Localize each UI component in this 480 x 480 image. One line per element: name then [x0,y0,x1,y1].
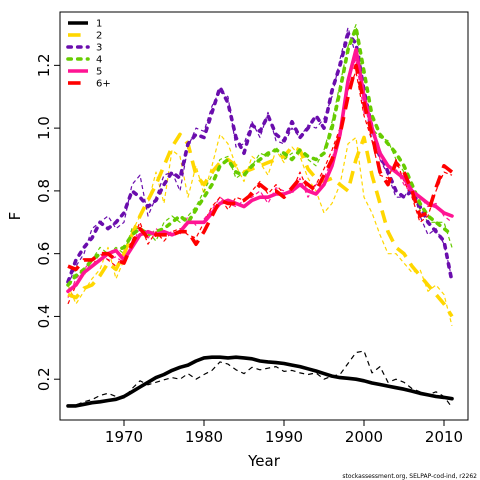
legend-label-3: 3 [96,43,102,54]
series-6+-fitted-line [67,63,454,272]
series-4-fitted-line [66,25,454,287]
legend-label-2: 2 [96,31,102,42]
legend-label-5: 5 [96,67,102,78]
series-3-fitted-line [66,32,454,284]
y-tick-label: 0.4 [35,305,53,329]
series-2-fitted-line [67,132,454,318]
series-1-observed-line [67,350,453,408]
plot-frame [59,11,469,421]
x-axis-title: Year [247,452,281,470]
y-tick-label: 0.6 [35,242,53,266]
legend-label-1: 1 [96,19,102,30]
legend-label-6+: 6+ [96,79,111,90]
legend-label-4: 4 [96,55,102,66]
y-axis: 0.2 0.4 0.6 0.8 1.0 1.2 [35,53,60,391]
y-tick-label: 1.0 [35,116,53,140]
x-tick-label: 2000 [345,428,383,446]
source-caption: stockassessment.org, SELPAP-cod-ind, r22… [342,473,477,480]
y-axis-title: F [6,212,24,221]
series-6+-observed-line [67,70,453,305]
y-tick-label: 1.2 [35,53,53,77]
x-tick-label: 2010 [425,428,463,446]
series-layer [66,24,454,408]
x-tick-label: 1980 [185,428,223,446]
series-1-fitted-line [66,355,454,408]
y-tick-label: 0.8 [35,179,53,203]
series-3-observed-line [67,27,453,286]
x-tick-label: 1990 [265,428,303,446]
series-4-observed-line [67,24,453,292]
y-tick-label: 0.2 [35,367,53,391]
x-axis: 1970 1980 1990 2000 2010 [105,420,463,446]
x-tick-label: 1970 [105,428,143,446]
